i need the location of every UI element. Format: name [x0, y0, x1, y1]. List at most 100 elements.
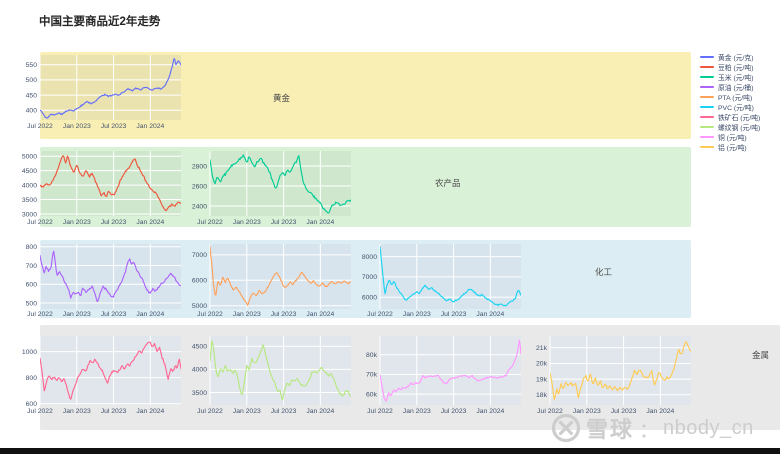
legend-item-PTA[interactable]: PTA (元/吨)	[700, 92, 778, 102]
y-tick-label: 4500	[22, 168, 37, 175]
band-label-metal: 金属	[752, 350, 770, 360]
legend-label: 铝 (元/吨)	[718, 145, 747, 152]
chart-豆粕[interactable]: 3000 3500 4000 4500 5000 Jul 2022 Jan 2023 Jul …	[22, 151, 181, 226]
y-tick-label: 500	[26, 77, 38, 84]
legend-item-铝[interactable]: 铝 (元/吨)	[700, 142, 778, 152]
x-tick-label: Jan 2023	[63, 123, 91, 130]
legend-item-PVC[interactable]: PVC (元/吨)	[700, 102, 778, 112]
x-tick-label: Jul 2023	[441, 311, 467, 318]
y-tick-label: 550	[26, 62, 38, 69]
y-tick-label: 7000	[362, 274, 377, 281]
watermark: 雪球 ： nbody_cn	[551, 411, 754, 445]
x-tick-label: Jul 2022	[367, 408, 393, 415]
bottom-bar	[0, 448, 780, 454]
chart-PVC[interactable]: 6000 7000 8000 Jul 2022 Jan 2023 Jul 2023 Jan …	[362, 244, 521, 318]
y-tick-label: 3500	[22, 197, 37, 204]
x-tick-label: Jan 2024	[476, 311, 504, 318]
y-tick-label: 600	[26, 401, 38, 408]
legend-item-铁矿石[interactable]: 铁矿石 (元/吨)	[700, 112, 778, 122]
series-line-PTA	[210, 246, 351, 306]
legend-label: 黄金 (元/克)	[718, 55, 754, 62]
y-tick-label: 5000	[192, 303, 207, 310]
x-tick-label: Jul 2022	[27, 219, 53, 226]
x-tick-label: Jul 2023	[271, 311, 297, 318]
band-label-gold: 黄金	[273, 93, 291, 103]
chart-原油[interactable]: 500 600 700 800 Jul 2022 Jan 2023 Jul 2023 Jan …	[26, 244, 181, 318]
legend-item-原油[interactable]: 原油 (元/桶)	[700, 82, 778, 92]
chart-铁矿石[interactable]: 600 800 1000 Jul 2022 Jan 2023 Jul 2023 Jan 20…	[22, 336, 181, 415]
chart-玉米[interactable]: 2400 2600 2800 Jul 2022 Jan 2023 Jul 2023 Jan …	[192, 151, 351, 226]
chart-PTA[interactable]: 5000 6000 7000 Jul 2022 Jan 2023 Jul 2023 Jan …	[192, 244, 351, 318]
y-tick-label: 4000	[22, 182, 37, 189]
x-tick-label: Jul 2023	[101, 408, 127, 415]
y-tick-label: 6000	[362, 295, 377, 302]
x-tick-label: Jul 2022	[197, 408, 223, 415]
x-tick-label: Jan 2023	[573, 408, 601, 415]
x-tick-label: Jul 2023	[101, 123, 127, 130]
x-tick-label: Jan 2023	[233, 219, 261, 226]
x-tick-label: Jan 2024	[136, 408, 164, 415]
chart-黄金[interactable]: 400 450 500 550 Jul 2022 Jan 2023 Jul 2023 Jan …	[26, 55, 181, 130]
legend-item-螺纹钢[interactable]: 螺纹钢 (元/吨)	[700, 122, 778, 132]
x-tick-label: Jan 2024	[306, 311, 334, 318]
legend-swatch-icon	[700, 86, 714, 88]
legend-swatch-icon	[700, 56, 714, 58]
series-line-玉米	[210, 154, 351, 214]
x-tick-label: Jul 2022	[197, 219, 223, 226]
y-tick-label: 4000	[192, 367, 207, 374]
x-tick-label: Jan 2023	[63, 408, 91, 415]
chart-螺纹钢[interactable]: 3500 4000 4500 Jul 2022 Jan 2023 Jul 2023 Jan …	[192, 336, 351, 415]
x-tick-label: Jul 2022	[537, 408, 563, 415]
plot-area	[40, 336, 181, 405]
plot-area	[210, 151, 351, 216]
legend-label: PVC (元/吨)	[718, 105, 754, 112]
legend-swatch-icon	[700, 116, 714, 118]
x-tick-label: Jan 2023	[63, 311, 91, 318]
x-tick-label: Jan 2024	[136, 219, 164, 226]
legend-item-铜[interactable]: 铜 (元/吨)	[700, 132, 778, 142]
y-tick-label: 2600	[192, 183, 207, 190]
y-tick-label: 18k	[536, 392, 548, 399]
chart-铜[interactable]: 60k 70k 80k Jul 2022 Jan 2023 Jul 2023 Jan 202…	[366, 336, 521, 415]
legend-swatch-icon	[700, 106, 714, 108]
page-title: 中国主要商品近2年走势	[39, 16, 161, 28]
legend-label: 原油 (元/桶)	[718, 85, 754, 92]
legend-label: 螺纹钢 (元/吨)	[718, 125, 761, 132]
y-tick-label: 19k	[536, 376, 548, 383]
x-tick-label: Jan 2023	[403, 408, 431, 415]
x-tick-label: Jul 2023	[101, 311, 127, 318]
xueqiu-logo-icon	[551, 413, 581, 443]
legend-label: 铁矿石 (元/吨)	[718, 115, 761, 122]
y-tick-label: 60k	[366, 391, 378, 398]
x-tick-label: Jul 2023	[271, 408, 297, 415]
x-tick-label: Jan 2024	[136, 311, 164, 318]
plot-area	[40, 151, 181, 216]
x-tick-label: Jan 2024	[476, 408, 504, 415]
legend-swatch-icon	[700, 66, 714, 68]
chart-铝[interactable]: 18k 19k 20k 21k Jul 2022 Jan 2023 Jul 2023 Jan …	[536, 336, 691, 415]
x-tick-label: Jan 2023	[63, 219, 91, 226]
band-label-chemical: 化工	[595, 267, 613, 277]
y-tick-label: 1000	[22, 349, 37, 356]
series-line-铝	[550, 341, 691, 401]
y-tick-label: 4500	[192, 343, 207, 350]
legend-item-黄金[interactable]: 黄金 (元/克)	[700, 52, 778, 62]
legend-swatch-icon	[700, 96, 714, 98]
legend-item-豆粕[interactable]: 豆粕 (元/吨)	[700, 62, 778, 72]
y-tick-label: 80k	[366, 352, 378, 359]
x-tick-label: Jul 2023	[271, 219, 297, 226]
legend-item-玉米[interactable]: 玉米 (元/吨)	[700, 72, 778, 82]
legend-label: 玉米 (元/吨)	[718, 75, 754, 82]
legend-swatch-icon	[700, 76, 714, 78]
x-tick-label: Jan 2024	[306, 219, 334, 226]
y-tick-label: 8000	[362, 254, 377, 261]
legend: 黄金 (元/克) 豆粕 (元/吨) 玉米 (元/吨) 原油 (元/桶) PTA (元/吨…	[700, 52, 778, 152]
x-tick-label: Jul 2023	[441, 408, 467, 415]
y-tick-label: 450	[26, 92, 38, 99]
y-tick-label: 700	[26, 263, 38, 270]
legend-swatch-icon	[700, 136, 714, 138]
y-tick-label: 6000	[192, 278, 207, 285]
y-tick-label: 5000	[22, 154, 37, 161]
series-line-铁矿石	[40, 341, 181, 400]
